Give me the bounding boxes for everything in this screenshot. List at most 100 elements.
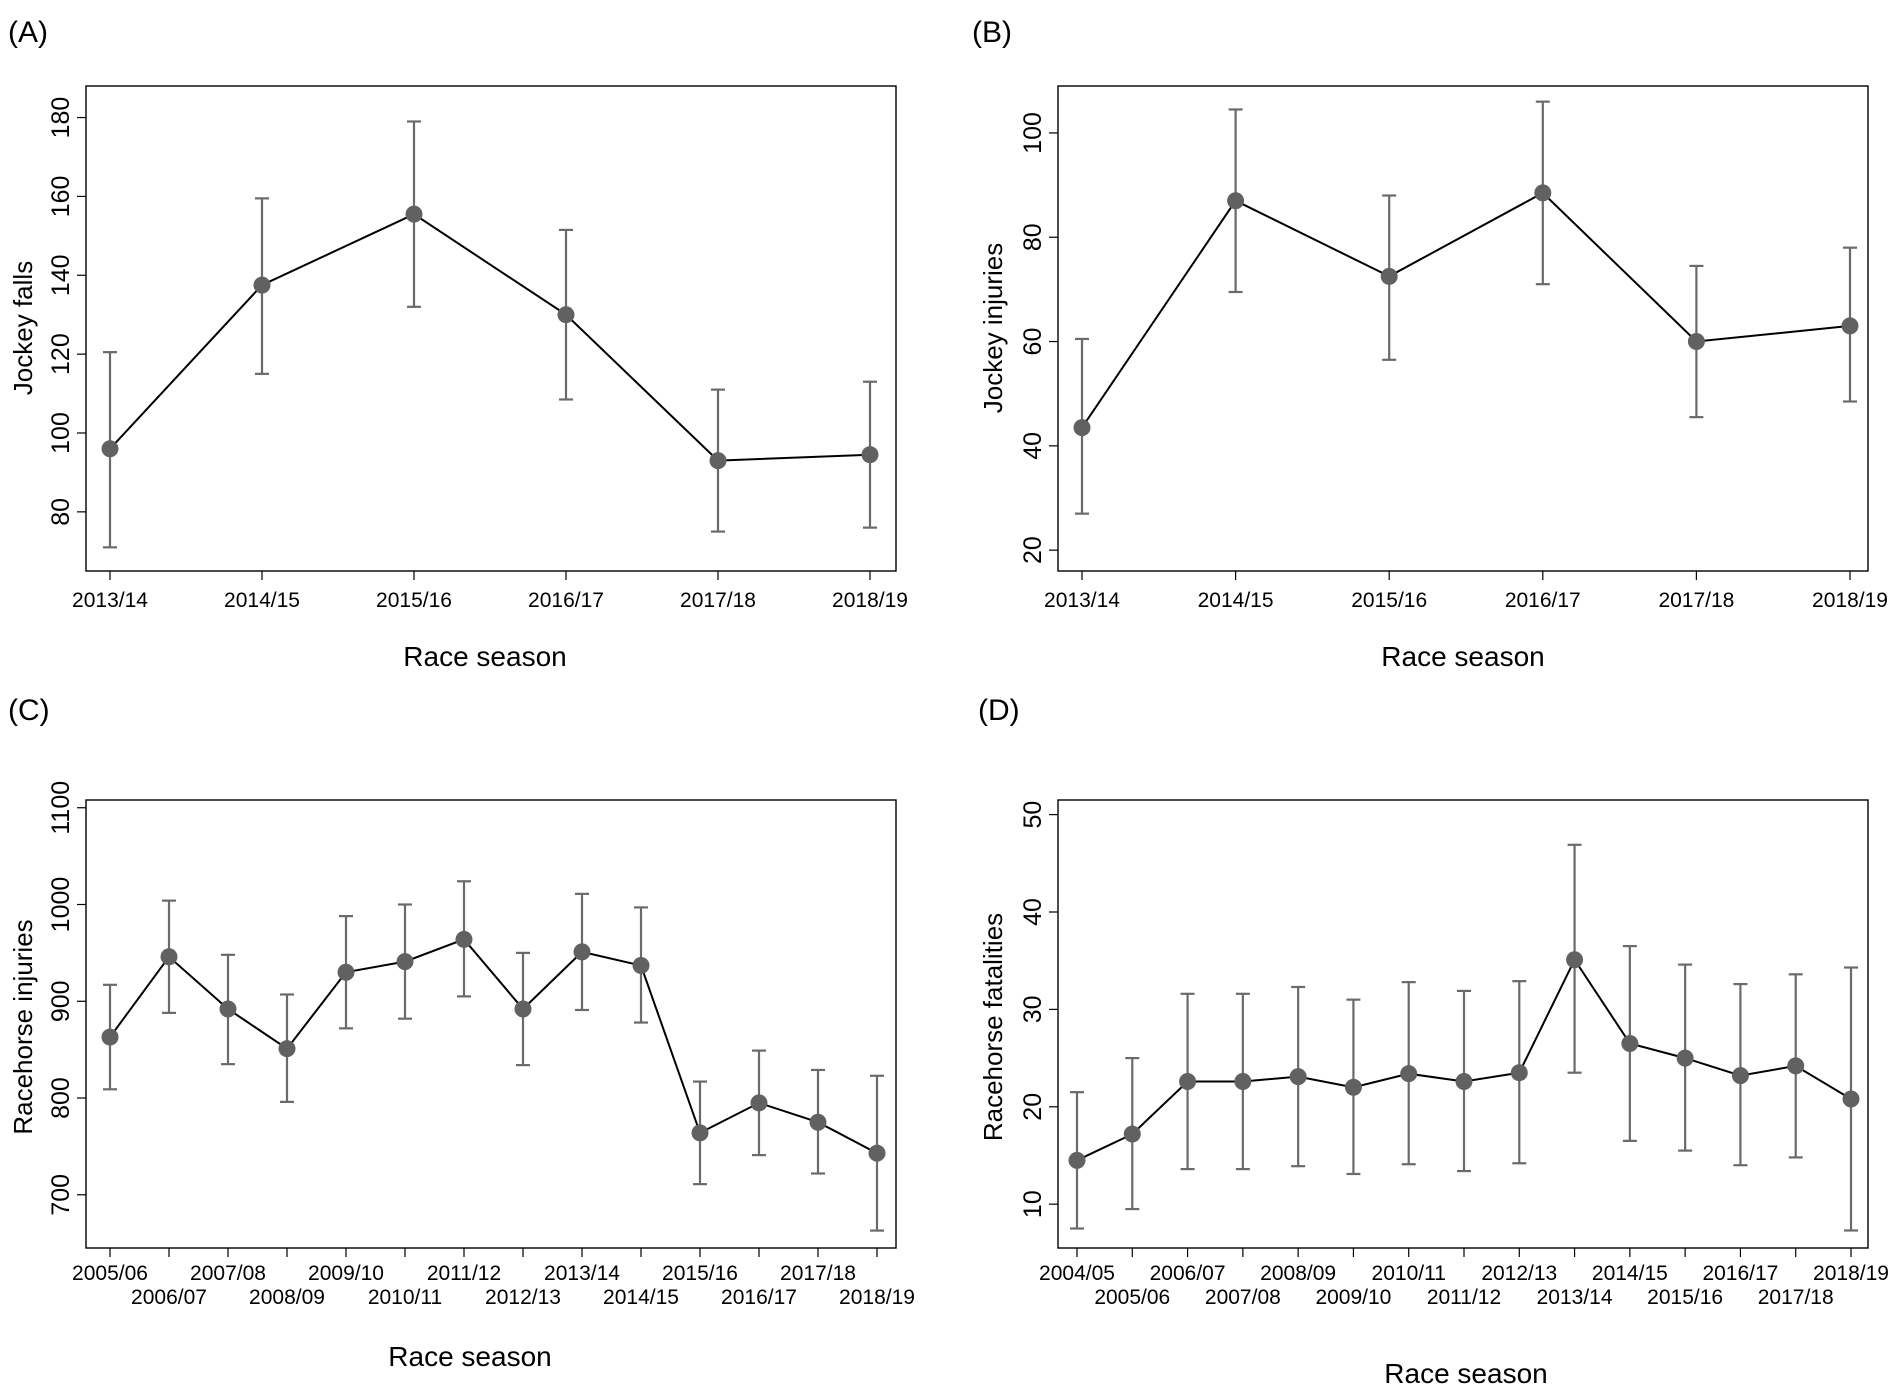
- panel-d-data-point: [1068, 1151, 1086, 1169]
- panel-d-data-point: [1621, 1034, 1639, 1052]
- panel-c-data-point: [101, 1028, 119, 1046]
- panel-a-y-tick-label: 80: [47, 498, 75, 526]
- panel-b-x-ticks: [1081, 571, 1851, 580]
- panel-c-data-point: [278, 1040, 296, 1058]
- panel-c-x-tick-label: 2011/12: [427, 1262, 501, 1285]
- panel-b-y-tick-label: 40: [1019, 432, 1047, 460]
- panel-c-data-point: [750, 1094, 768, 1112]
- panel-a-y-ticks: [77, 116, 86, 513]
- panel-d-x-tick-label: 2013/14: [1537, 1286, 1613, 1309]
- panel-a-series-line: [109, 213, 871, 462]
- panel-c-data-point: [219, 1000, 237, 1018]
- panel-d-data-point: [1510, 1064, 1528, 1082]
- panel-a-x-tick-labels: 2013/14 2014/15 2015/16 2016/17 2017/18 2018/…: [72, 589, 908, 612]
- panel-b-x-axis-title: Race season: [1381, 641, 1544, 672]
- panel-d-x-tick-label: 2007/08: [1205, 1286, 1281, 1309]
- panel-b-plot-frame: [1057, 85, 1869, 572]
- panel-c-x-tick-labels: 2005/062006/072007/082008/092009/102010/…: [72, 1262, 915, 1309]
- panel-d-x-tick-label: 2009/10: [1315, 1286, 1391, 1309]
- panel-a-data-point: [709, 452, 727, 470]
- panel-b-data-point: [1380, 267, 1398, 285]
- panel-b-data-point: [1841, 317, 1859, 335]
- panel-b-x-tick-label: 2013/14: [1044, 589, 1120, 612]
- panel-c-y-tick-label: 1100: [47, 781, 75, 835]
- panel-c-x-axis: 2005/062006/072007/082008/092009/102010/…: [72, 1248, 915, 1309]
- panel-d-y-tick-label: 10: [1019, 1190, 1047, 1218]
- panel-a-x-tick-label: 2015/16: [376, 589, 452, 612]
- panel-b-x-tick-label: 2016/17: [1505, 589, 1581, 612]
- panel-a-label: (A): [8, 16, 48, 49]
- panel-d-data-point: [1731, 1067, 1749, 1085]
- panel-b-y-tick-labels: 20 40 60 80 100: [1019, 112, 1047, 564]
- panel-d-data-point: [1676, 1049, 1694, 1067]
- panel-b-series-line: [1081, 191, 1851, 429]
- panel-a-x-tick-label: 2013/14: [72, 589, 148, 612]
- panel-a-data-point: [101, 440, 119, 458]
- panel-c-x-tick-label: 2005/06: [72, 1262, 148, 1285]
- panel-d-y-tick-labels: 10 20 30 40 50: [1019, 801, 1047, 1218]
- panel-d-x-tick-label: 2005/06: [1094, 1286, 1170, 1309]
- panel-c-x-tick-label: 2016/17: [721, 1286, 797, 1309]
- panel-c-y-tick-label: 900: [47, 980, 75, 1022]
- panel-c-plot-frame: [85, 799, 897, 1249]
- panel-c-y-tick-labels: 700 800 900 1000 1100: [47, 781, 75, 1216]
- panel-a: (A) 80 100 120 140 160 180 2013/14 2014/15 2015…: [8, 16, 908, 672]
- panel-d-x-tick-label: 2012/13: [1481, 1262, 1557, 1285]
- panel-b-label: (B): [972, 16, 1012, 49]
- panel-d-plot-frame: [1057, 799, 1869, 1249]
- panel-a-x-axis: 2013/14 2014/15 2015/16 2016/17 2017/18 2018/…: [72, 571, 908, 612]
- panel-c-data-point: [809, 1113, 827, 1131]
- panel-c-data-point: [514, 1000, 532, 1018]
- panel-c-x-ticks: [109, 1248, 878, 1257]
- panel-d-x-tick-label: 2011/12: [1427, 1286, 1501, 1309]
- panel-c-data-point: [160, 948, 178, 966]
- panel-d-error-bars: [1070, 843, 1858, 1232]
- panel-d-series: [1068, 843, 1860, 1232]
- panel-d-x-tick-labels: 2004/052005/062006/072007/082008/092009/…: [1039, 1262, 1889, 1309]
- panel-d-data-point: [1566, 951, 1584, 969]
- panel-c-x-tick-label: 2017/18: [780, 1262, 856, 1285]
- panel-b-y-tick-label: 80: [1019, 223, 1047, 251]
- panel-a-y-tick-label: 120: [47, 333, 75, 375]
- panel-d-data-point: [1289, 1068, 1307, 1086]
- panel-c-data-point: [337, 963, 355, 981]
- panel-d-x-tick-label: 2010/11: [1372, 1262, 1446, 1285]
- panel-d-y-tick-label: 30: [1019, 995, 1047, 1023]
- panel-c-x-tick-label: 2006/07: [131, 1286, 207, 1309]
- panel-a-x-axis-title: Race season: [403, 641, 566, 672]
- panel-d: (D) 10 20 30 40 50 2004/052005/062006/072007…: [978, 694, 1889, 1389]
- panel-d-y-axis-title: Racehorse fatalities: [978, 913, 1008, 1141]
- panel-d-x-tick-label: 2017/18: [1758, 1286, 1834, 1309]
- panel-a-x-ticks: [109, 571, 871, 580]
- panel-d-data-point: [1123, 1125, 1141, 1143]
- panel-d-x-tick-label: 2006/07: [1150, 1262, 1226, 1285]
- panel-b-x-tick-label: 2014/15: [1198, 589, 1274, 612]
- panel-a-x-tick-label: 2017/18: [680, 589, 756, 612]
- panel-c-x-tick-label: 2015/16: [662, 1262, 738, 1285]
- panel-d-x-axis-title: Race season: [1384, 1358, 1547, 1389]
- panel-b-y-tick-label: 100: [1019, 112, 1047, 154]
- panel-c-x-tick-label: 2014/15: [603, 1286, 679, 1309]
- panel-c-data-point: [573, 943, 591, 961]
- panel-c-x-tick-label: 2013/14: [544, 1262, 620, 1285]
- panel-b-points: [1073, 184, 1859, 437]
- panel-a-y-tick-label: 160: [47, 176, 75, 218]
- panel-a-y-tick-labels: 80 100 120 140 160 180: [47, 97, 75, 526]
- panel-a-y-axis-title: Jockey falls: [8, 261, 38, 395]
- panel-c-y-ticks: [77, 807, 86, 1196]
- panel-d-points: [1068, 951, 1860, 1169]
- panel-d-data-point: [1455, 1072, 1473, 1090]
- panel-b-x-tick-label: 2018/19: [1812, 589, 1888, 612]
- panel-d-y-tick-label: 40: [1019, 898, 1047, 926]
- panel-c-label: (C): [8, 694, 50, 727]
- panel-a-plot-frame: [85, 85, 897, 572]
- panel-d-data-point: [1787, 1057, 1805, 1075]
- panel-c-x-tick-label: 2010/11: [368, 1286, 442, 1309]
- panel-c-error-bars: [103, 880, 884, 1232]
- panel-a-y-tick-label: 180: [47, 97, 75, 139]
- panel-b-x-tick-label: 2017/18: [1658, 589, 1734, 612]
- panel-b-error-bars: [1075, 100, 1857, 515]
- panel-d-data-point: [1179, 1072, 1197, 1090]
